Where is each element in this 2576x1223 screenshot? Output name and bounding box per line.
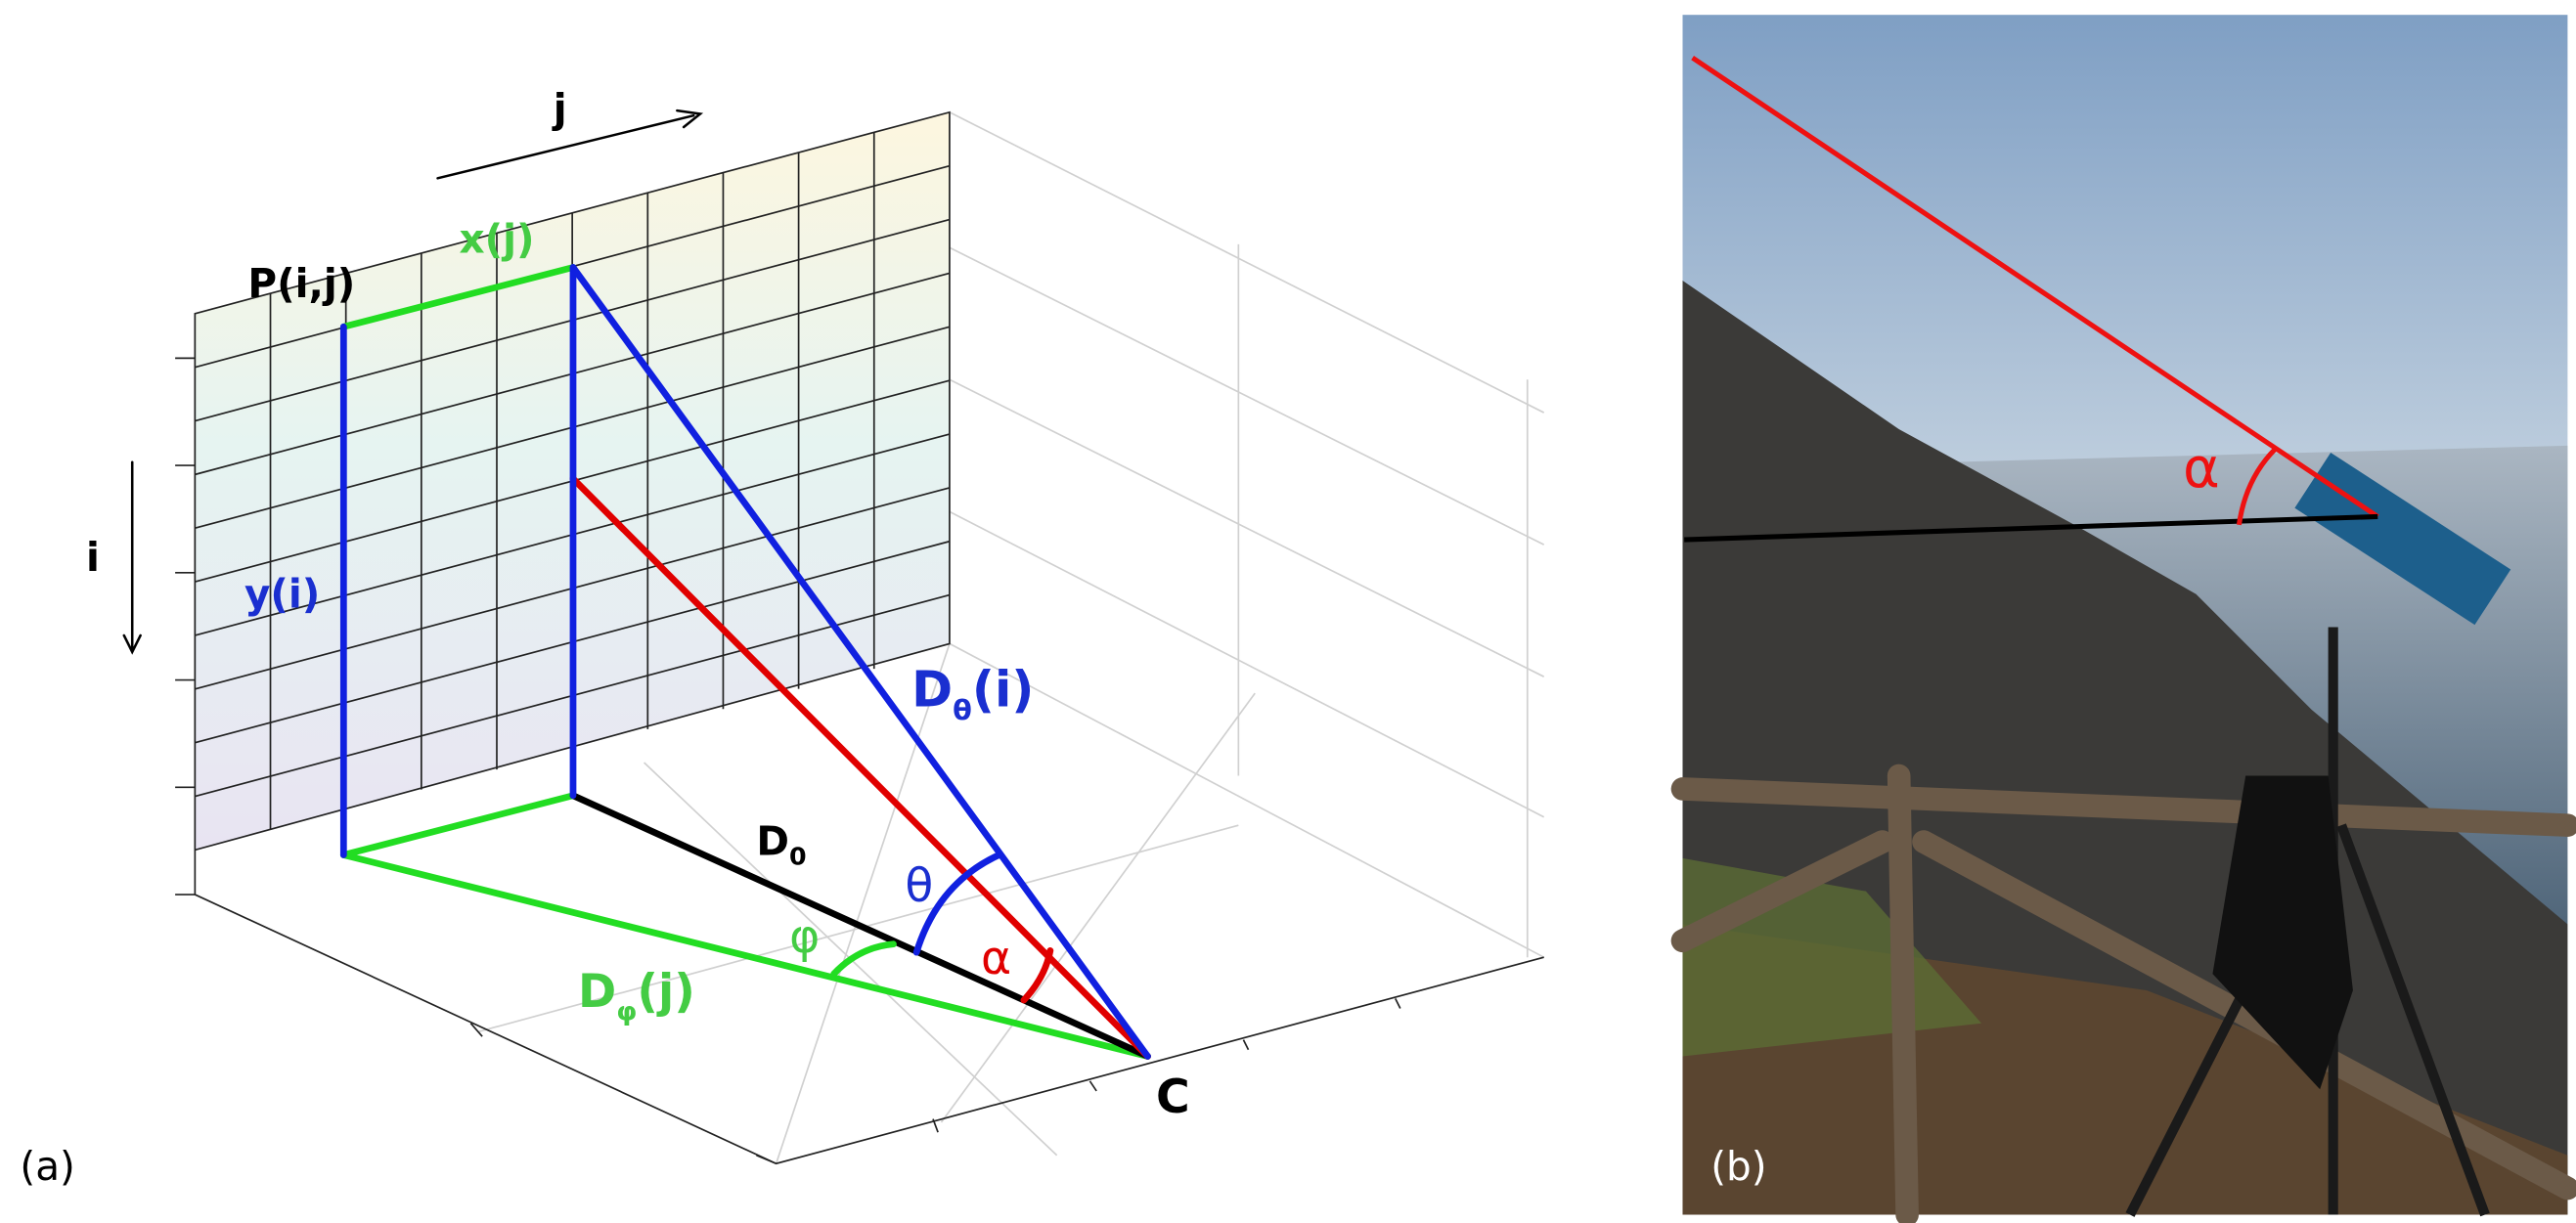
phi-label: φ xyxy=(789,910,820,964)
y-label: y(i) xyxy=(244,570,320,617)
d-phi-arg: (j) xyxy=(637,965,694,1019)
d-phi-sub: φ xyxy=(616,996,637,1026)
d-phi-base: D xyxy=(578,965,616,1019)
theta-label: θ xyxy=(905,859,933,913)
panel-a-label: (a) xyxy=(20,1143,74,1190)
d0-label: D0 xyxy=(756,818,806,871)
axis-i: i xyxy=(86,534,100,581)
d-theta-base: D xyxy=(911,661,953,719)
x-label: x(j) xyxy=(459,215,534,262)
photo-alpha: α xyxy=(2183,435,2220,501)
photo: α (b) xyxy=(1670,15,2576,1223)
d-phi-label: Dφ(j) xyxy=(578,965,695,1027)
d0-sub: 0 xyxy=(789,842,807,871)
d-theta-sub: θ xyxy=(953,693,972,726)
d-theta-arg: (i) xyxy=(972,661,1035,719)
d0-base: D xyxy=(756,818,789,865)
labels: j i P(i,j) x(j) y(i) Dθ(i) D0 θ α φ Dφ(j… xyxy=(20,85,1189,1190)
d-theta-label: Dθ(i) xyxy=(911,661,1034,727)
point-label: P(i,j) xyxy=(247,260,355,307)
alpha-label: α xyxy=(981,932,1011,985)
camera-label: C xyxy=(1156,1070,1190,1124)
rays xyxy=(122,109,1151,1060)
axis-j: j xyxy=(552,85,567,132)
panel-b-label: (b) xyxy=(1710,1143,1766,1190)
